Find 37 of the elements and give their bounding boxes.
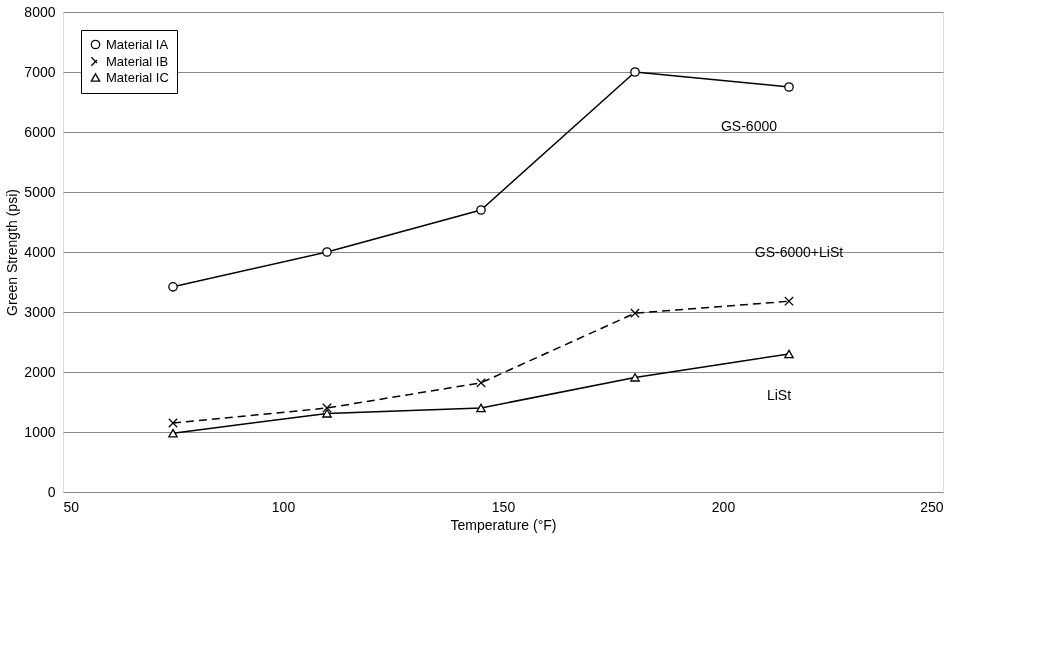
- x-tick-label: 200: [711, 498, 736, 515]
- point: [322, 403, 332, 413]
- point: [630, 67, 640, 77]
- point: [784, 296, 794, 307]
- y-tick-label: 1000: [24, 423, 56, 440]
- point: [476, 205, 486, 215]
- point: [168, 281, 178, 292]
- x-axis-title: Temperature (°F): [450, 516, 557, 533]
- x-tick-label: 50: [63, 498, 80, 515]
- point: [322, 409, 332, 418]
- point: [168, 418, 178, 428]
- point: [784, 349, 794, 359]
- annotation: GS-6000+LiSt: [754, 244, 844, 261]
- legend-label: Material IC: [106, 69, 169, 85]
- x-tick-label: 150: [491, 498, 516, 515]
- y-tick-label: 0: [47, 483, 56, 500]
- point: [168, 428, 178, 438]
- y-tick-label: 5000: [24, 183, 56, 200]
- x-tick-label: 250: [920, 498, 944, 515]
- y-tick-label: 4000: [24, 243, 56, 260]
- point: [476, 377, 486, 388]
- y-axis-title: Green Strength (psi): [4, 189, 21, 316]
- annotation: LiSt: [766, 387, 792, 403]
- y-tick-label: 6000: [24, 123, 56, 140]
- point: [476, 403, 486, 413]
- point: [784, 82, 794, 92]
- y-tick-label: 2000: [24, 363, 56, 380]
- point: [630, 373, 640, 382]
- y-tick-label: 8000: [24, 3, 56, 20]
- annotation: GS-6000: [720, 118, 778, 134]
- x-tick-label: 100: [271, 498, 296, 515]
- legend-label: Material IA: [106, 36, 169, 52]
- y-tick-label: 3000: [24, 303, 56, 320]
- point: [322, 247, 332, 257]
- legend-label: Material IB: [106, 53, 169, 69]
- y-tick-label: 7000: [24, 63, 56, 80]
- point: [630, 308, 640, 319]
